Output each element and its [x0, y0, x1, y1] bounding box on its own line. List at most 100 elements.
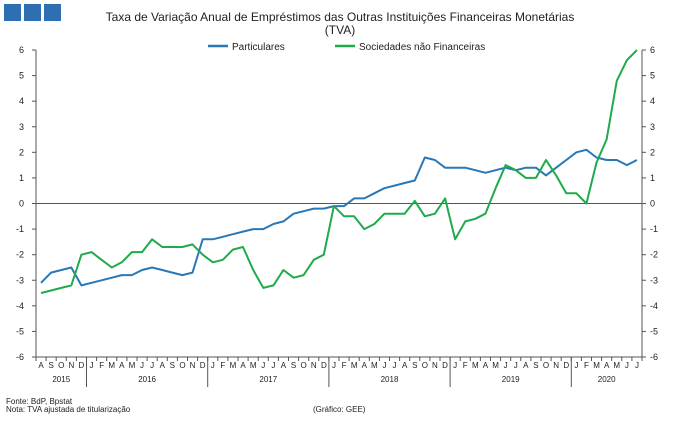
y-tick-label-right: -5 — [650, 326, 658, 336]
month-label: F — [584, 361, 589, 370]
year-label: 2020 — [598, 375, 616, 384]
year-label: 2015 — [52, 375, 70, 384]
month-label: J — [453, 361, 457, 370]
month-label: M — [108, 361, 115, 370]
month-label: M — [593, 361, 600, 370]
legend: Particulares Sociedades não Financeiras — [208, 42, 485, 53]
y-tick-label-left: -3 — [16, 275, 24, 285]
y-tick-label-left: -4 — [16, 301, 24, 311]
month-label: J — [140, 361, 144, 370]
y-tick-label-left: -6 — [16, 352, 24, 362]
month-label: S — [48, 361, 53, 370]
month-label: J — [150, 361, 154, 370]
month-label: M — [492, 361, 499, 370]
month-label: D — [442, 361, 448, 370]
month-label: A — [38, 361, 44, 370]
year-label: 2017 — [259, 375, 277, 384]
month-label: O — [422, 361, 428, 370]
y-tick-label-right: -1 — [650, 224, 658, 234]
series-lines — [40, 49, 638, 294]
month-label: J — [211, 361, 215, 370]
y-tick-label-left: 3 — [19, 122, 24, 132]
year-label: 2016 — [138, 375, 156, 384]
month-label: A — [160, 361, 166, 370]
month-label: A — [483, 361, 489, 370]
y-tick-label-right: 1 — [650, 173, 655, 183]
y-tick-label-right: 2 — [650, 147, 655, 157]
series-line-sociedades — [40, 49, 638, 294]
month-label: M — [371, 361, 378, 370]
month-label: A — [402, 361, 408, 370]
y-tick-label-right: 3 — [650, 122, 655, 132]
month-label: N — [432, 361, 438, 370]
month-label: M — [613, 361, 620, 370]
footnote: Nota: TVA ajustada de titularização — [6, 405, 131, 414]
legend-label-particulares: Particulares — [232, 42, 285, 53]
month-label: O — [179, 361, 185, 370]
year-label: 2018 — [381, 375, 399, 384]
month-label: O — [58, 361, 64, 370]
month-label: S — [291, 361, 296, 370]
chart-title: Taxa de Variação Anual de Empréstimos da… — [105, 10, 575, 24]
month-label: O — [301, 361, 307, 370]
y-tick-label-left: 0 — [19, 199, 24, 209]
month-label: J — [625, 361, 629, 370]
legend-label-sociedades: Sociedades não Financeiras — [359, 42, 485, 53]
y-tick-label-right: -6 — [650, 352, 658, 362]
y-tick-label-right: -3 — [650, 275, 658, 285]
y-tick-label-left: 4 — [19, 96, 24, 106]
month-label: D — [321, 361, 327, 370]
chart-credit: (Gráfico: GEE) — [313, 405, 366, 414]
month-label: A — [362, 361, 368, 370]
month-label: N — [311, 361, 317, 370]
month-label: A — [604, 361, 610, 370]
source-note: Fonte: BdP, Bpstat — [6, 397, 73, 406]
month-label: S — [170, 361, 175, 370]
month-label: J — [504, 361, 508, 370]
month-label: F — [342, 361, 347, 370]
month-label: O — [543, 361, 549, 370]
month-label: N — [190, 361, 196, 370]
month-label: S — [412, 361, 417, 370]
month-label: F — [463, 361, 468, 370]
logo-square-2 — [24, 4, 41, 21]
y-tick-label-left: -2 — [16, 250, 24, 260]
y-tick-label-left: 5 — [19, 71, 24, 81]
month-label: A — [523, 361, 529, 370]
y-tick-label-left: 2 — [19, 147, 24, 157]
y-tick-label-right: 5 — [650, 71, 655, 81]
series-line-particulares — [40, 148, 638, 287]
month-label: M — [351, 361, 358, 370]
month-label: N — [68, 361, 74, 370]
logo-square-3 — [44, 4, 61, 21]
month-label: A — [281, 361, 287, 370]
y-tick-label-left: 1 — [19, 173, 24, 183]
month-label: M — [230, 361, 237, 370]
month-label: D — [200, 361, 206, 370]
y-tick-label-left: -1 — [16, 224, 24, 234]
month-label: M — [250, 361, 257, 370]
logo-square-1 — [4, 4, 21, 21]
month-label: J — [514, 361, 518, 370]
month-label: J — [574, 361, 578, 370]
month-label: A — [119, 361, 125, 370]
month-label: J — [382, 361, 386, 370]
month-label: F — [220, 361, 225, 370]
axes: 6 65 54 43 32 21 10 0-1 -1-2 -2-3 -3-4 -4-5 -5-6 -6A S… — [16, 45, 658, 387]
month-label: D — [79, 361, 85, 370]
month-label: J — [332, 361, 336, 370]
y-tick-label-right: 6 — [650, 45, 655, 55]
chart-subtitle: (TVA) — [324, 23, 356, 37]
y-tick-label-right: 4 — [650, 96, 655, 106]
y-tick-label-left: -5 — [16, 326, 24, 336]
month-label: J — [635, 361, 639, 370]
month-label: J — [90, 361, 94, 370]
month-label: J — [393, 361, 397, 370]
month-label: N — [553, 361, 559, 370]
month-label: M — [129, 361, 136, 370]
month-label: F — [99, 361, 104, 370]
y-tick-label-right: -2 — [650, 250, 658, 260]
month-label: A — [240, 361, 246, 370]
month-label: D — [563, 361, 569, 370]
